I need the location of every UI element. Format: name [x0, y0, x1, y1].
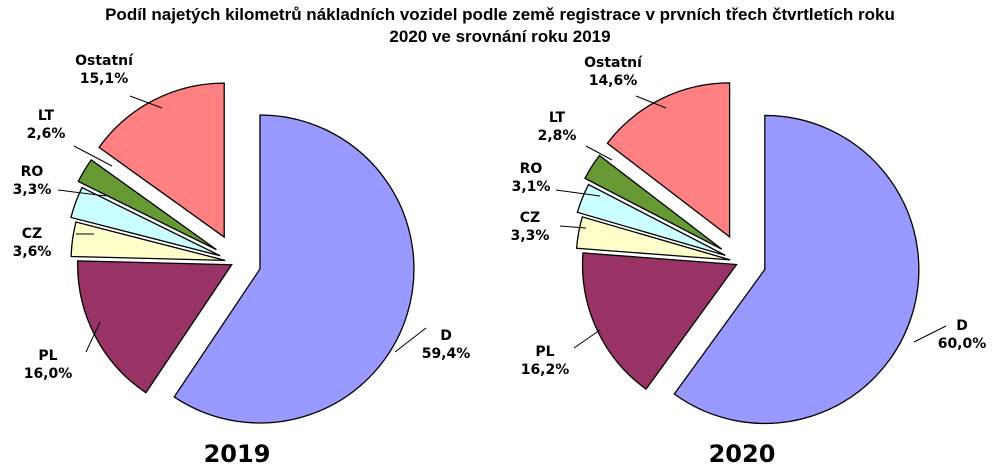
pie-2020: D 60,0% PL 16,2% CZ 3,3% RO 3,1% LT 2,8% Ostatní 14… — [511, 55, 987, 468]
slice-name-label-2019-CZ: CZ — [22, 226, 42, 242]
slice-value-label-2019-RO: 3,3% — [13, 182, 52, 198]
leader-line-2019-Ostatní — [129, 95, 163, 109]
leader-line-2020-LT — [585, 145, 613, 161]
leader-line-2019-D — [394, 327, 427, 353]
chart-title: Podíl najetých kilometrů nákladních vozi… — [0, 4, 1000, 48]
pie-slice-2020-CZ — [575, 216, 731, 261]
pie-2019: D 59,4% PL 16,0% CZ 3,6% RO 3,3% LT 2,6% Ostatní 15… — [13, 53, 471, 468]
slice-value-label-2019-Ostatní: 15,1% — [80, 71, 129, 87]
slice-name-label-2019-PL: PL — [38, 348, 57, 364]
pie-slice-2019-CZ — [70, 221, 226, 261]
pie-slice-2020-LT — [584, 154, 723, 250]
leader-line-2020-RO — [555, 189, 601, 197]
leader-line-2020-CZ — [559, 225, 587, 229]
slice-name-label-2020-LT: LT — [549, 110, 566, 126]
year-label-2020: 2020 — [709, 440, 776, 468]
pie-slice-2020-RO — [576, 183, 726, 256]
pie-slice-2019-LT — [77, 159, 217, 251]
slice-value-label-2020-PL: 16,2% — [521, 362, 570, 378]
leader-line-2020-PL — [573, 329, 601, 349]
slice-value-label-2020-CZ: 3,3% — [511, 228, 550, 244]
pie-slice-2019-PL — [77, 260, 233, 394]
slice-value-label-2019-CZ: 3,6% — [13, 244, 52, 260]
slice-value-label-2019-D: 59,4% — [422, 346, 471, 362]
leader-line-2019-PL — [85, 321, 101, 353]
year-label-2019: 2019 — [204, 440, 271, 468]
slice-value-label-2020-Ostatní: 14,6% — [589, 73, 638, 89]
slice-name-label-2020-D: D — [956, 318, 968, 334]
slice-name-label-2020-RO: RO — [520, 161, 543, 177]
chart-title-line-1: Podíl najetých kilometrů nákladních vozi… — [105, 5, 895, 24]
slice-value-label-2020-D: 60,0% — [938, 336, 987, 352]
chart-title-line-2: 2020 ve srovnání roku 2019 — [389, 27, 611, 46]
pie-slice-2020-D — [673, 114, 920, 424]
slice-value-label-2019-PL: 16,0% — [24, 366, 73, 382]
slice-name-label-2020-Ostatní: Ostatní — [584, 55, 643, 71]
slice-name-label-2019-LT: LT — [38, 108, 55, 124]
slice-name-label-2019-Ostatní: Ostatní — [75, 53, 134, 69]
slice-name-label-2020-PL: PL — [535, 344, 554, 360]
leader-line-2020-Ostatní — [635, 95, 667, 109]
slice-value-label-2019-LT: 2,6% — [27, 126, 66, 142]
slice-name-label-2019-D: D — [440, 328, 452, 344]
pie-slice-2019-RO — [70, 186, 221, 257]
leader-line-2020-D — [913, 325, 947, 343]
pie-slice-2019-Ostatní — [98, 82, 225, 239]
slice-value-label-2020-RO: 3,1% — [512, 179, 551, 195]
leader-line-2019-LT — [73, 145, 113, 167]
pie-slice-2019-D — [173, 114, 415, 424]
slice-value-label-2020-LT: 2,8% — [538, 128, 577, 144]
slice-name-label-2019-RO: RO — [21, 164, 44, 180]
pie-slice-2020-PL — [581, 252, 738, 391]
leader-line-2019-RO — [57, 189, 107, 197]
pie-slice-2020-Ostatní — [606, 82, 731, 239]
slice-name-label-2020-CZ: CZ — [520, 210, 540, 226]
